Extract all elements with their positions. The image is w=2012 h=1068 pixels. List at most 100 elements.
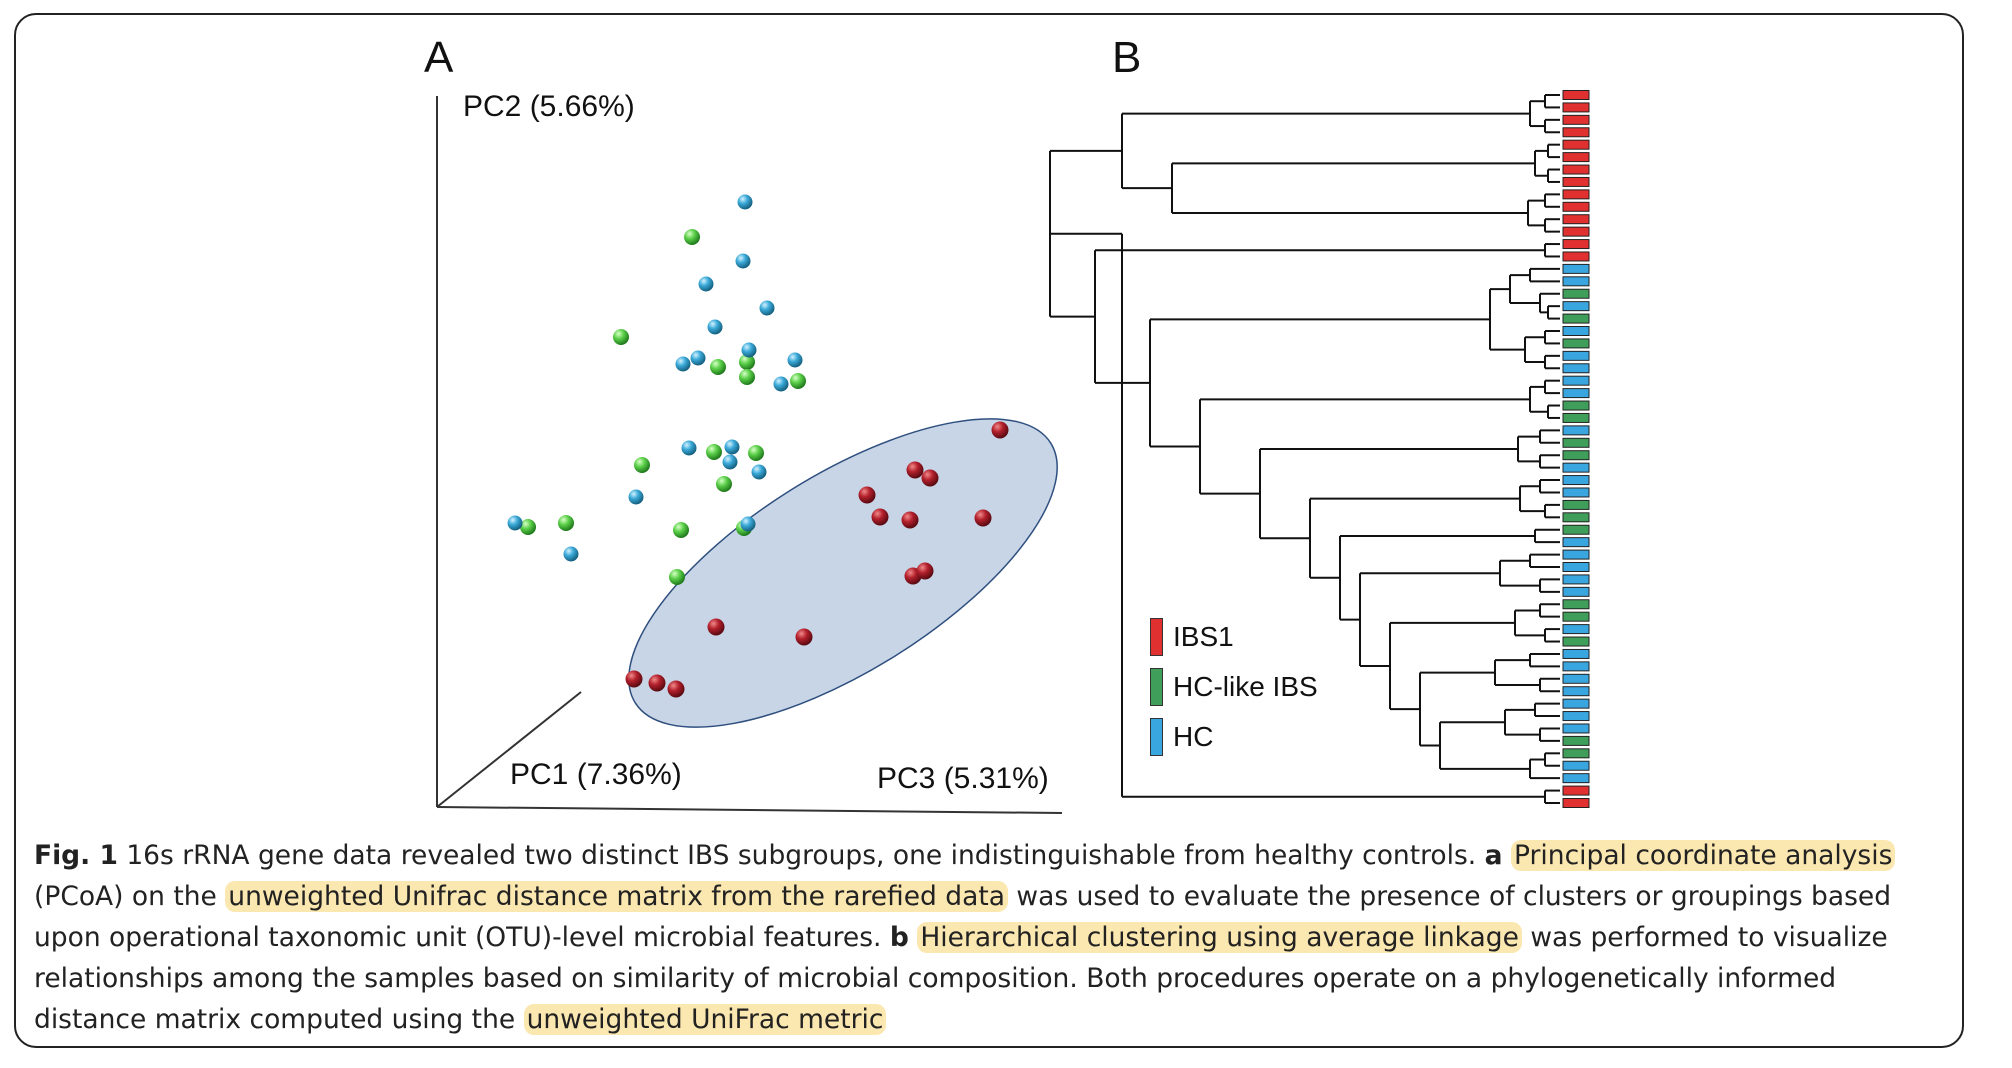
dendrogram-leaf-51 (1562, 723, 1590, 734)
dendrogram-leaf-14 (1562, 263, 1590, 274)
dendrogram-leaf-31 (1562, 475, 1590, 486)
dendrogram-leaf-49 (1562, 698, 1590, 709)
scatter-point-hclike-4 (739, 369, 755, 385)
dendrogram-leaf-12 (1562, 239, 1590, 250)
dendrogram-leaf-2 (1562, 114, 1590, 125)
legend-swatch-hclike (1150, 668, 1163, 706)
dendrogram-leaf-10 (1562, 214, 1590, 225)
legend-item-hc: HC (1150, 712, 1318, 762)
dendrogram-leaf-9 (1562, 201, 1590, 212)
legend-label-hclike: HC-like IBS (1173, 671, 1318, 702)
pc1-axis-line (436, 691, 582, 808)
scatter-point-ibs1-8 (916, 562, 934, 580)
scatter-point-ibs1-0 (991, 421, 1009, 439)
scatter-point-ibs1-5 (901, 511, 919, 529)
scatter-point-hc-13 (751, 464, 767, 480)
dendrogram-leaves (1562, 90, 1590, 808)
scatter-point-hclike-2 (710, 359, 726, 375)
scatter-point-hc-15 (740, 516, 756, 532)
dendrogram-leaf-19 (1562, 326, 1590, 336)
scatter-point-hclike-1 (613, 329, 629, 345)
dendrogram-leaf-34 (1562, 512, 1590, 523)
caption-text-4: was used to evaluate the presence of clu… (34, 881, 1892, 953)
scatter-point-hclike-8 (748, 445, 764, 461)
legend-item-hclike: HC-like IBS (1150, 662, 1318, 712)
pc1-axis-label: PC1 (7.36%) (510, 758, 682, 791)
pc3-axis-label: PC3 (5.31%) (877, 762, 1049, 795)
dendrogram-leaf-56 (1562, 785, 1590, 796)
scatter-point-hc-11 (724, 439, 740, 455)
scatter-point-hc-17 (563, 546, 579, 562)
scatter-point-ibs1-6 (974, 509, 992, 527)
scatter-point-ibs1-2 (906, 461, 924, 479)
caption-fig-label: Fig. 1 (34, 840, 118, 871)
scatter-point-hc-5 (675, 356, 691, 372)
caption-text-6: was performed to visualize relationships… (34, 922, 1888, 1035)
dendrogram-leaf-17 (1562, 301, 1590, 312)
dendrogram-leaf-11 (1562, 226, 1590, 237)
dendrogram-leaf-13 (1562, 251, 1590, 262)
dendrogram-leaf-50 (1562, 711, 1590, 722)
pcoa-scatter-points (507, 194, 1009, 698)
legend-label-ibs1: IBS1 (1173, 621, 1234, 652)
scatter-point-ibs1-12 (648, 674, 666, 692)
legend-label-hc: HC (1173, 721, 1214, 752)
dendrogram-leaf-38 (1562, 562, 1590, 572)
dendrogram-leaf-27 (1562, 425, 1590, 436)
caption-panel-b-label: b (889, 922, 909, 953)
scatter-point-hclike-13 (669, 569, 685, 585)
dendrogram-leaf-1 (1562, 102, 1590, 113)
scatter-point-hc-6 (690, 350, 706, 366)
caption-text-2 (1503, 840, 1511, 871)
dendrogram-leaf-42 (1562, 611, 1590, 622)
scatter-point-hclike-10 (558, 515, 574, 531)
dendrogram-leaf-18 (1562, 313, 1590, 324)
legend-item-ibs1: IBS1 (1150, 612, 1318, 662)
dendrogram-leaf-36 (1562, 537, 1590, 548)
dendrogram-leaf-28 (1562, 437, 1590, 448)
scatter-point-ibs1-10 (707, 618, 725, 636)
dendrogram-leaf-37 (1562, 549, 1590, 560)
dendrogram-leaf-16 (1562, 288, 1590, 299)
caption-highlight-hierarchical: Hierarchical clustering using average li… (917, 922, 1522, 953)
dendrogram-leaf-24 (1562, 388, 1590, 399)
dendrogram-leaf-57 (1562, 798, 1590, 808)
panel-a-letter: A (424, 33, 454, 82)
caption-text-1: 16s rRNA gene data revealed two distinct… (117, 840, 1485, 871)
scatter-point-hc-4 (707, 319, 723, 335)
scatter-point-hc-3 (759, 300, 775, 316)
caption-text-3: (PCoA) on the (34, 881, 226, 912)
dendrogram-leaf-40 (1562, 586, 1590, 597)
scatter-point-hclike-5 (790, 373, 806, 389)
pc2-axis-label: PC2 (5.66%) (463, 90, 635, 123)
dendrogram-leaf-6 (1562, 164, 1590, 175)
scatter-point-hc-8 (787, 352, 803, 368)
dendrogram-leaf-41 (1562, 599, 1590, 610)
scatter-point-hc-14 (628, 489, 644, 505)
scatter-point-ibs1-3 (858, 486, 876, 504)
dendrogram-leaf-35 (1562, 524, 1590, 535)
dendrogram-leaf-22 (1562, 363, 1590, 374)
scatter-point-hc-12 (722, 454, 738, 470)
scatter-point-hc-1 (735, 253, 751, 269)
scatter-point-hc-2 (698, 276, 714, 292)
dendrogram-leaf-8 (1562, 189, 1590, 200)
scatter-point-hclike-0 (684, 229, 700, 245)
dendrogram-leaf-45 (1562, 648, 1590, 659)
dendrogram-leaf-54 (1562, 760, 1590, 771)
figure-caption: Fig. 1 16s rRNA gene data revealed two d… (34, 835, 1954, 1040)
caption-highlight-unifrac-metric: unweighted UniFrac metric (523, 1004, 887, 1035)
dendrogram-legend: IBS1 HC-like IBS HC (1150, 612, 1318, 762)
dendrogram-leaf-21 (1562, 350, 1590, 361)
dendrogram-leaf-46 (1562, 661, 1590, 672)
scatter-point-ibs1-9 (795, 628, 813, 646)
dendrogram-leaf-7 (1562, 176, 1590, 187)
dendrogram-leaf-47 (1562, 673, 1590, 684)
dendrogram-leaf-30 (1562, 462, 1590, 473)
dendrogram-leaf-33 (1562, 499, 1590, 510)
scatter-point-hc-9 (773, 376, 789, 392)
dendrogram-leaf-26 (1562, 412, 1590, 423)
dendrogram-leaf-48 (1562, 686, 1590, 697)
dendrogram-leaf-20 (1562, 338, 1590, 349)
